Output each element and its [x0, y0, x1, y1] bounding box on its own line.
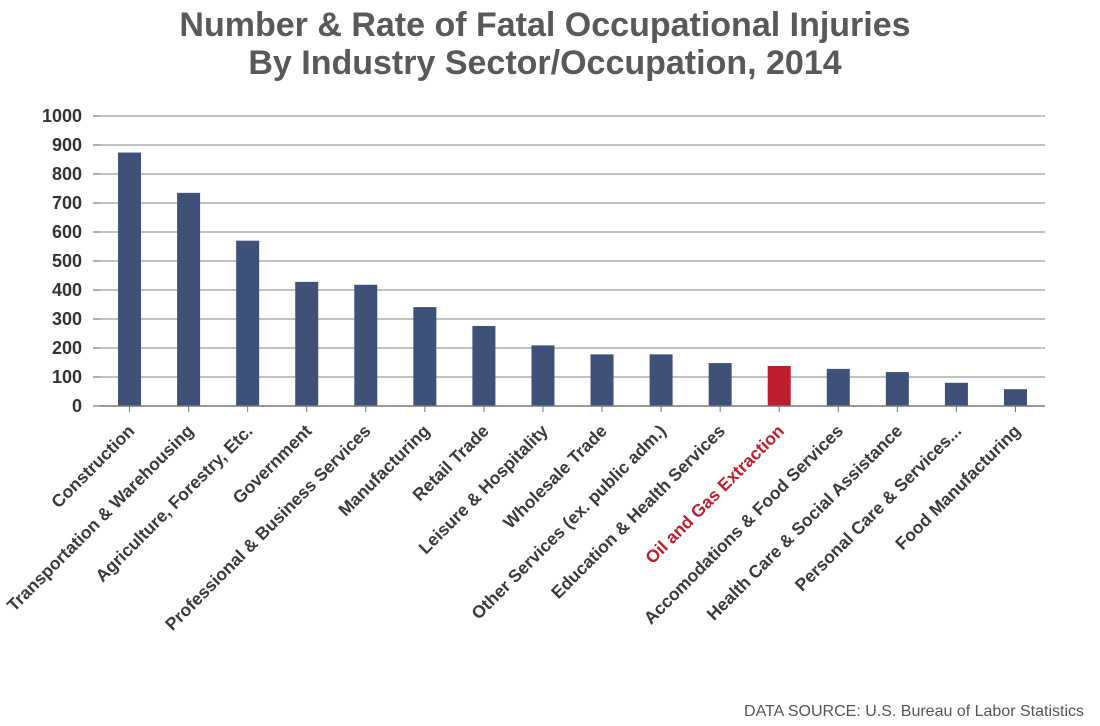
bar-3: [236, 240, 260, 406]
bar-13: [826, 368, 850, 406]
gridlines: [93, 115, 1045, 407]
bar-7: [472, 325, 496, 406]
bar-12: [767, 365, 791, 406]
bar-4: [295, 281, 319, 406]
y-tick-label: 600: [52, 222, 82, 242]
y-tick-label: 200: [52, 338, 82, 358]
y-tick-label: 900: [52, 135, 82, 155]
x-category-label: Professional & Business Services: [161, 420, 375, 634]
data-source-note: DATA SOURCE: U.S. Bureau of Labor Statis…: [744, 703, 1084, 720]
y-tick-label: 0: [72, 396, 82, 416]
bar-16: [1003, 389, 1027, 406]
chart-title-line-1: Number & Rate of Fatal Occupational Inju…: [179, 6, 910, 44]
x-category-label: Wholesale Trade: [499, 421, 611, 533]
y-tick-label: 300: [52, 309, 82, 329]
y-tick-label: 500: [52, 251, 82, 271]
y-tick-label: 100: [52, 367, 82, 387]
y-tick-label: 700: [52, 193, 82, 213]
chart-title-line-2: By Industry Sector/Occupation, 2014: [248, 44, 841, 82]
bar-10: [649, 354, 673, 406]
bar-14: [885, 372, 909, 406]
bar-8: [531, 345, 555, 406]
y-tick-label: 400: [52, 280, 82, 300]
bar-5: [354, 284, 378, 406]
bar-1: [118, 152, 142, 406]
bar-6: [413, 307, 437, 406]
y-tick-label: 800: [52, 164, 82, 184]
bar-9: [590, 354, 614, 406]
bars: [118, 152, 1027, 406]
bar-11: [708, 363, 732, 406]
y-tick-label: 1000: [42, 106, 82, 126]
bar-2: [177, 192, 201, 406]
bar-15: [944, 382, 968, 406]
